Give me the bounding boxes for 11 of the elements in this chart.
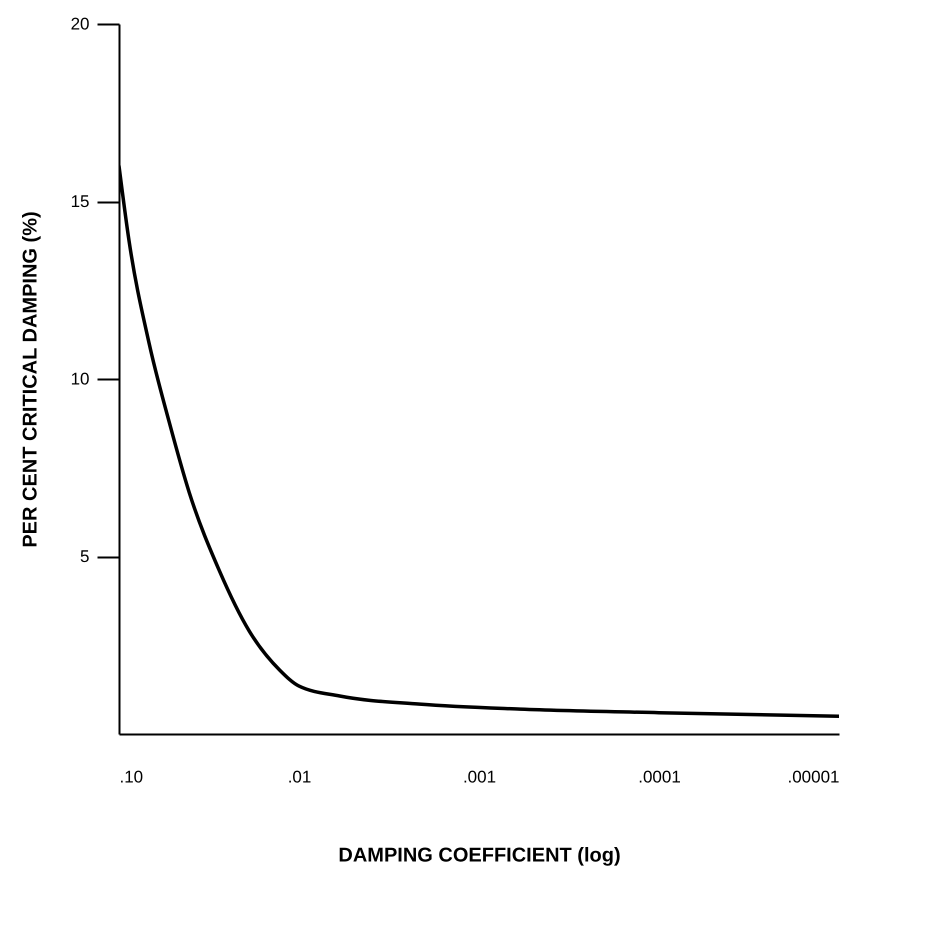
x-tick-label: .0001 <box>638 768 681 786</box>
y-tick-label: 20 <box>70 14 90 34</box>
x-tick-label: .01 <box>288 768 312 786</box>
y-tick-label: 5 <box>80 547 90 566</box>
y-tick-label: 15 <box>70 192 90 211</box>
y-tick-label: 10 <box>70 370 90 388</box>
y-axis-title: PER CENT CRITICAL DAMPING (%) <box>20 211 42 548</box>
x-tick-label: .001 <box>462 768 496 786</box>
x-axis-title: DAMPING COEFFICIENT (log) <box>338 844 621 866</box>
x-tick-label: .10 <box>120 768 144 786</box>
x-tick-label: .00001 <box>788 768 840 786</box>
